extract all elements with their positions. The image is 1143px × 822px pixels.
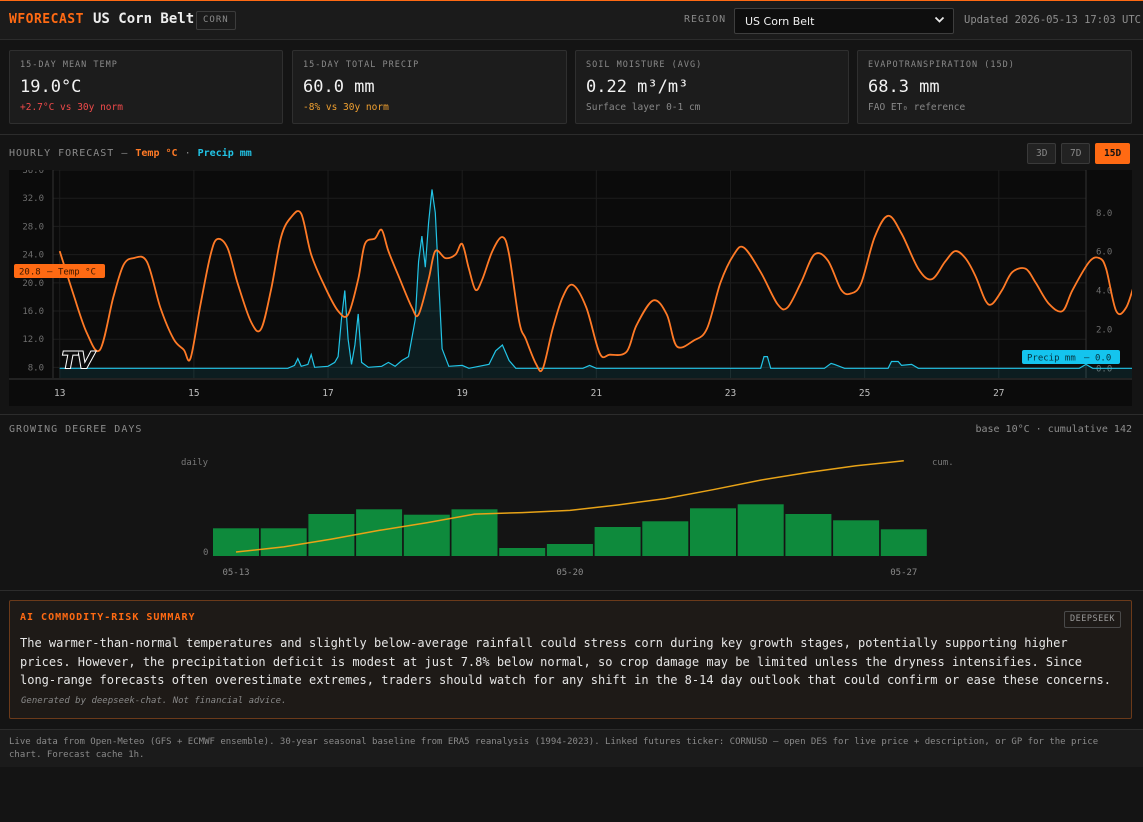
y-right-tick-label: 6.0 — [1096, 248, 1112, 258]
metric-label: SOIL MOISTURE (AVG) — [586, 60, 703, 70]
x-tick-label: 23 — [725, 388, 736, 399]
x-tick-label: 15 — [188, 388, 199, 399]
updated-timestamp: Updated 2026-05-13 17:03 UTC — [964, 14, 1142, 26]
footer: Live data from Open-Meteo (GFS + ECMWF e… — [0, 729, 1143, 767]
gdd-bar — [690, 508, 736, 556]
ai-summary-title: AI COMMODITY-RISK SUMMARY — [20, 612, 196, 623]
brand-logo: WFORECAST — [9, 12, 84, 27]
region-select-value: US Corn Belt — [745, 15, 815, 28]
y-left-tick-label: 28.0 — [22, 222, 44, 232]
legend-precip: Precip mm — [197, 148, 252, 159]
y-left-tick-label: 12.0 — [22, 335, 44, 345]
gdd-x-tick-label: 05-13 — [222, 568, 249, 578]
gdd-bar — [880, 529, 927, 556]
section-divider — [0, 414, 1143, 415]
top-bar: WFORECAST US Corn Belt CORN REGION US Co… — [0, 0, 1143, 40]
gdd-bar — [260, 528, 307, 556]
metric-label: EVAPOTRANSPIRATION (15D) — [868, 60, 1015, 70]
gdd-x-tick-label: 05-20 — [556, 568, 583, 578]
y-left-tick-label: 36.0 — [22, 170, 44, 176]
gdd-bar — [594, 527, 641, 556]
metric-label: 15-DAY TOTAL PRECIP — [303, 60, 420, 70]
gdd-bar — [403, 514, 450, 556]
chart-background — [9, 170, 1132, 406]
gdd-chart: daily cum. 0 05-13 05-20 05-27 — [181, 458, 954, 578]
section-divider — [0, 134, 1143, 135]
metric-card-evapotranspiration: EVAPOTRANSPIRATION (15D) 68.3 mm FAO ET₀… — [857, 50, 1132, 124]
x-tick-label: 17 — [322, 388, 333, 399]
metric-card-total-precip: 15-DAY TOTAL PRECIP 60.0 mm -8% vs 30y n… — [292, 50, 567, 124]
metric-label: 15-DAY MEAN TEMP — [20, 60, 118, 70]
gdd-bar — [499, 548, 546, 556]
metric-value: 0.22 m³/m³ — [586, 77, 689, 97]
crosshair-temp-value: 20.8 — [19, 268, 41, 278]
x-tick-label: 21 — [591, 388, 603, 399]
metric-value: 60.0 mm — [303, 77, 375, 97]
legend-separator: · — [184, 148, 191, 159]
ai-summary-panel: AI COMMODITY-RISK SUMMARY DEEPSEEK The w… — [9, 600, 1132, 719]
y-right-tick-label: 2.0 — [1096, 325, 1112, 335]
forecast-title: HOURLY FORECAST — Temp °C · Precip mm — [9, 148, 252, 159]
section-divider — [0, 590, 1143, 591]
y-right-tick-label: 8.0 — [1096, 209, 1112, 219]
crosshair-temp-label: Temp °C — [58, 268, 96, 278]
metric-value: 19.0°C — [20, 77, 82, 97]
x-tick-label: 27 — [993, 388, 1004, 399]
precip-series-line — [59, 189, 1132, 369]
region-select[interactable]: US Corn Belt — [734, 8, 954, 34]
gdd-bar — [546, 544, 593, 556]
crosshair-precip-label: Precip mm — [1027, 354, 1076, 364]
gdd-bar — [642, 521, 689, 556]
y-left-tick-label: 20.0 — [22, 279, 44, 289]
metric-sub: FAO ET₀ reference — [868, 102, 966, 113]
ai-summary-text: The warmer-than-normal temperatures and … — [20, 636, 1111, 687]
y-right-tick-label: 4.0 — [1096, 287, 1112, 297]
crosshair-temp-dash: — — [47, 268, 53, 278]
footer-text: Live data from Open-Meteo (GFS + ECMWF e… — [9, 737, 1099, 760]
y-right-tick-label: 0.0 — [1096, 364, 1112, 374]
hourly-forecast-chart[interactable]: 8.0 12.0 16.0 20.0 24.0 28.0 32.0 36.0 0.0 2.0 4.… — [9, 170, 1132, 406]
x-tick-label: 25 — [859, 388, 870, 399]
metric-value: 68.3 mm — [868, 77, 940, 97]
y-left-tick-label: 32.0 — [22, 194, 44, 204]
x-tick-label: 13 — [54, 388, 65, 399]
gdd-title: GROWING DEGREE DAYS — [9, 424, 143, 435]
model-badge: DEEPSEEK — [1064, 611, 1121, 628]
gdd-summary: base 10°C · cumulative 142 — [975, 424, 1132, 435]
range-button-7d[interactable]: 7D — [1061, 143, 1091, 164]
legend-temp: Temp °C — [135, 148, 178, 159]
gdd-bar — [737, 504, 784, 556]
gdd-right-axis-label: cum. — [932, 458, 954, 468]
gdd-cumulative-line — [235, 460, 904, 553]
gdd-left-tick: 0 — [203, 548, 208, 558]
metric-sub: Surface layer 0-1 cm — [586, 102, 701, 113]
metric-delta: +2.7°C vs 30y norm — [20, 102, 123, 113]
range-button-3d[interactable]: 3D — [1027, 143, 1057, 164]
metric-delta: -8% vs 30y norm — [303, 102, 389, 113]
page-title: US Corn Belt — [93, 11, 195, 27]
y-left-tick-label: 16.0 — [22, 307, 44, 317]
crosshair-temp-tag: 20.8 — Temp °C — [14, 264, 105, 278]
range-button-15d[interactable]: 15D — [1095, 143, 1131, 164]
tradingview-watermark: TV — [62, 349, 96, 374]
y-left-tick-label: 8.0 — [28, 363, 44, 373]
region-label: REGION — [684, 14, 727, 25]
crosshair-precip-tag: Precip mm — 0.0 — [1022, 350, 1120, 364]
temp-series-line — [58, 210, 1132, 373]
metric-card-mean-temp: 15-DAY MEAN TEMP 19.0°C +2.7°C vs 30y no… — [9, 50, 283, 124]
gdd-x-tick-label: 05-27 — [890, 568, 917, 578]
gdd-bar — [308, 514, 355, 556]
crosshair-precip-value: 0.0 — [1095, 354, 1111, 364]
crop-badge: CORN — [196, 11, 236, 30]
y-left-tick-label: 24.0 — [22, 251, 44, 261]
metric-card-soil-moisture: SOIL MOISTURE (AVG) 0.22 m³/m³ Surface l… — [575, 50, 849, 124]
crosshair-precip-dash: — — [1084, 354, 1090, 364]
chevron-down-icon — [934, 14, 945, 28]
forecast-title-text: HOURLY FORECAST — — [9, 148, 129, 159]
gdd-bar — [833, 520, 880, 556]
x-tick-label: 19 — [456, 388, 468, 399]
gdd-bar — [785, 514, 832, 556]
gdd-left-axis-label: daily — [181, 458, 209, 468]
ai-disclaimer: Generated by deepseek-chat. Not financia… — [21, 696, 287, 706]
